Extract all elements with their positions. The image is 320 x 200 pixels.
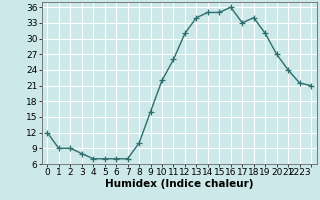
X-axis label: Humidex (Indice chaleur): Humidex (Indice chaleur): [105, 179, 253, 189]
